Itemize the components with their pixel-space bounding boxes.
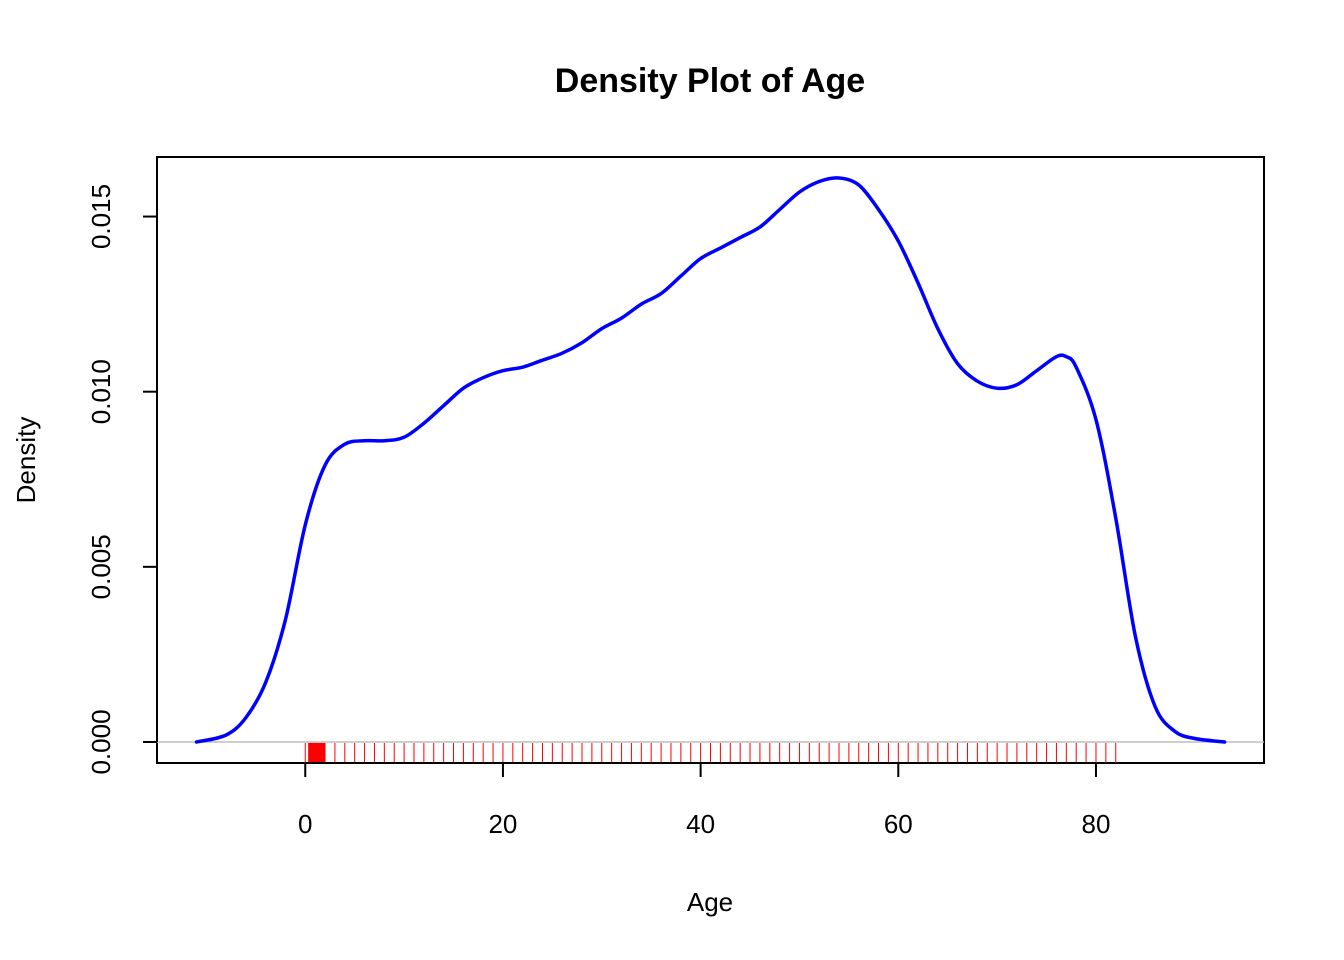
x-tick-label: 60 [884,809,913,839]
x-axis-label: Age [687,887,733,917]
y-tick-label: 0.015 [86,184,116,249]
x-tick-label: 0 [298,809,312,839]
x-tick-label: 40 [686,809,715,839]
y-tick-label: 0.005 [86,534,116,599]
y-axis-label: Density [11,417,41,504]
plot-frame [156,156,1265,764]
series-layer [194,176,1227,744]
density-curve [194,176,1227,744]
y-axis: 0.000 0.005 0.010 0.015 [86,184,158,775]
x-tick-label: 80 [1082,809,1111,839]
y-tick-label: 0.000 [86,709,116,774]
x-tick-label: 20 [488,809,517,839]
rug-layer [304,742,1117,763]
chart-title: Density Plot of Age [555,62,865,100]
x-axis: 0 20 40 60 80 [298,762,1111,839]
y-tick-label: 0.010 [86,359,116,424]
